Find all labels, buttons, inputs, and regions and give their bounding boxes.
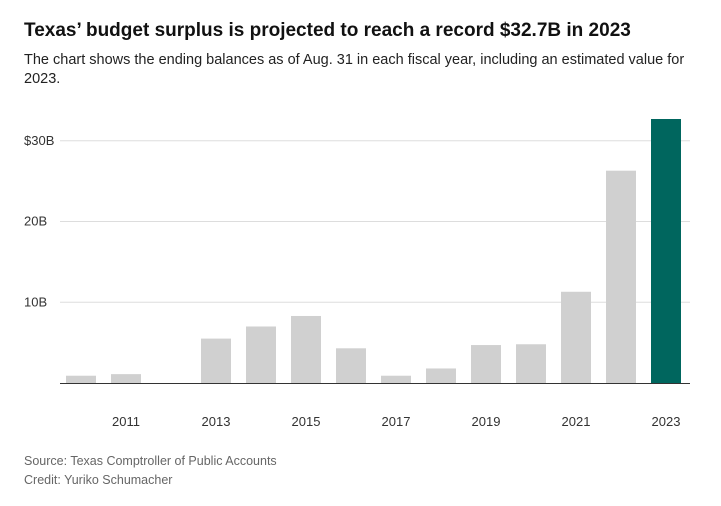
bar-chart: 10B 20B $30B 2011 2013 2015 2017 2019 2021 2023: [24, 119, 690, 429]
gridlines: [60, 140, 690, 303]
bar-2016: [336, 348, 366, 383]
bar-2018: [426, 368, 456, 383]
x-tick-label: 2017: [382, 414, 411, 429]
chart-subtitle: The chart shows the ending balances as o…: [24, 52, 685, 87]
bar-2020: [516, 344, 546, 383]
bar-2023: [651, 119, 681, 383]
y-tick-label: 10B: [24, 294, 47, 309]
x-tick-label: 2023: [652, 414, 681, 429]
bar-2021: [561, 291, 591, 383]
bar-2015: [291, 315, 321, 383]
x-tick-label: 2013: [202, 414, 231, 429]
source-note: Source: Texas Comptroller of Public Acco…: [24, 454, 277, 468]
x-tick-label: 2021: [562, 414, 591, 429]
bar-2013: [201, 338, 231, 383]
x-tick-label: 2019: [472, 414, 501, 429]
bar-2022: [606, 170, 636, 383]
bar-2017: [381, 375, 411, 383]
axes: 10B 20B $30B 2011 2013 2015 2017 2019 2021 2023: [24, 133, 690, 429]
x-tick-label: 2015: [292, 414, 321, 429]
credit-note: Credit: Yuriko Schumacher: [24, 473, 173, 487]
bar-2010: [66, 375, 96, 383]
chart-title: Texas’ budget surplus is projected to re…: [24, 20, 631, 41]
bar-2011: [111, 374, 141, 383]
x-tick-label: 2011: [112, 414, 140, 429]
bar-2014: [246, 326, 276, 383]
bar-2019: [471, 345, 501, 383]
y-tick-label: 20B: [24, 214, 47, 229]
y-tick-label: $30B: [24, 133, 54, 148]
bars: [66, 119, 681, 383]
